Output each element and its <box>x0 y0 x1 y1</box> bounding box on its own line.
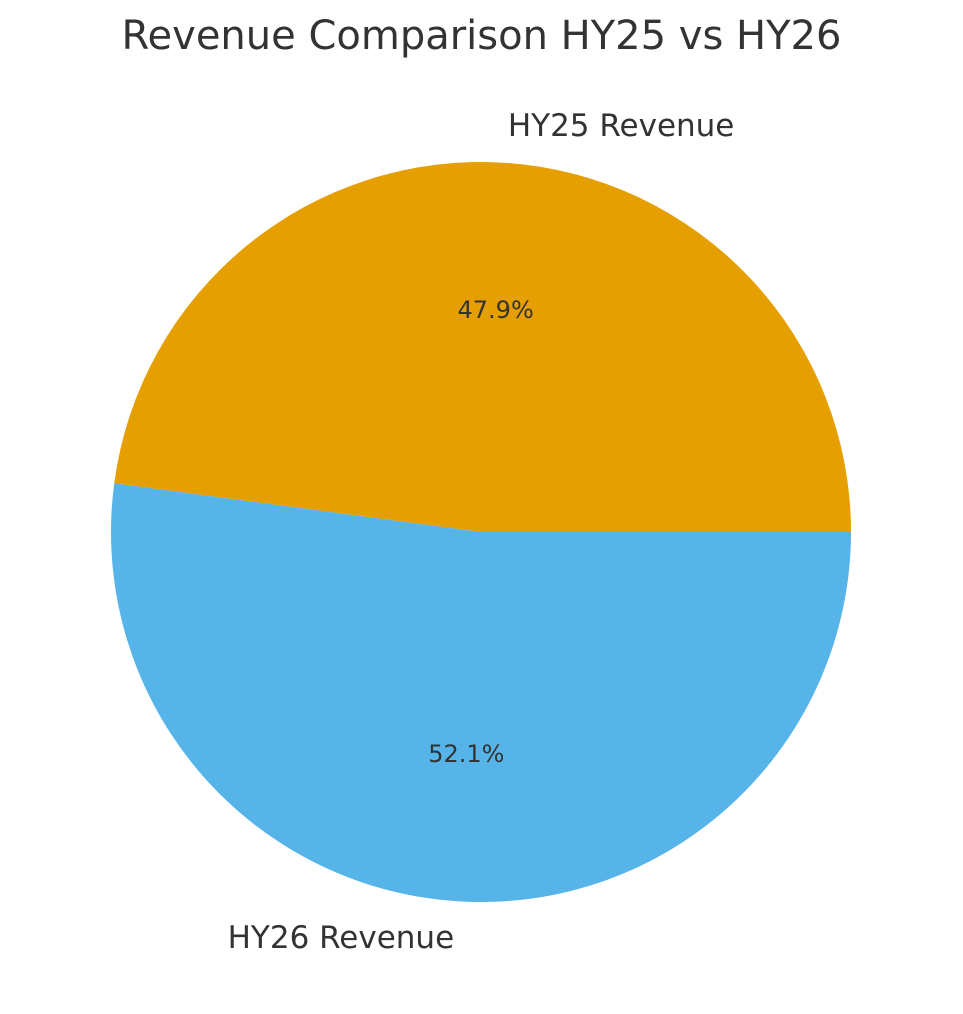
slice-label-hy26-revenue: HY26 Revenue <box>227 920 455 957</box>
pie-slice-hy25-revenue <box>114 162 852 532</box>
pct-label-hy25-revenue: 47.9% <box>457 296 534 325</box>
pie-slice-hy26-revenue <box>111 483 852 903</box>
pct-label-hy26-revenue: 52.1% <box>428 739 505 768</box>
slice-label-hy25-revenue: HY25 Revenue <box>507 107 735 144</box>
chart-title: Revenue Comparison HY25 vs HY26 <box>121 13 842 59</box>
